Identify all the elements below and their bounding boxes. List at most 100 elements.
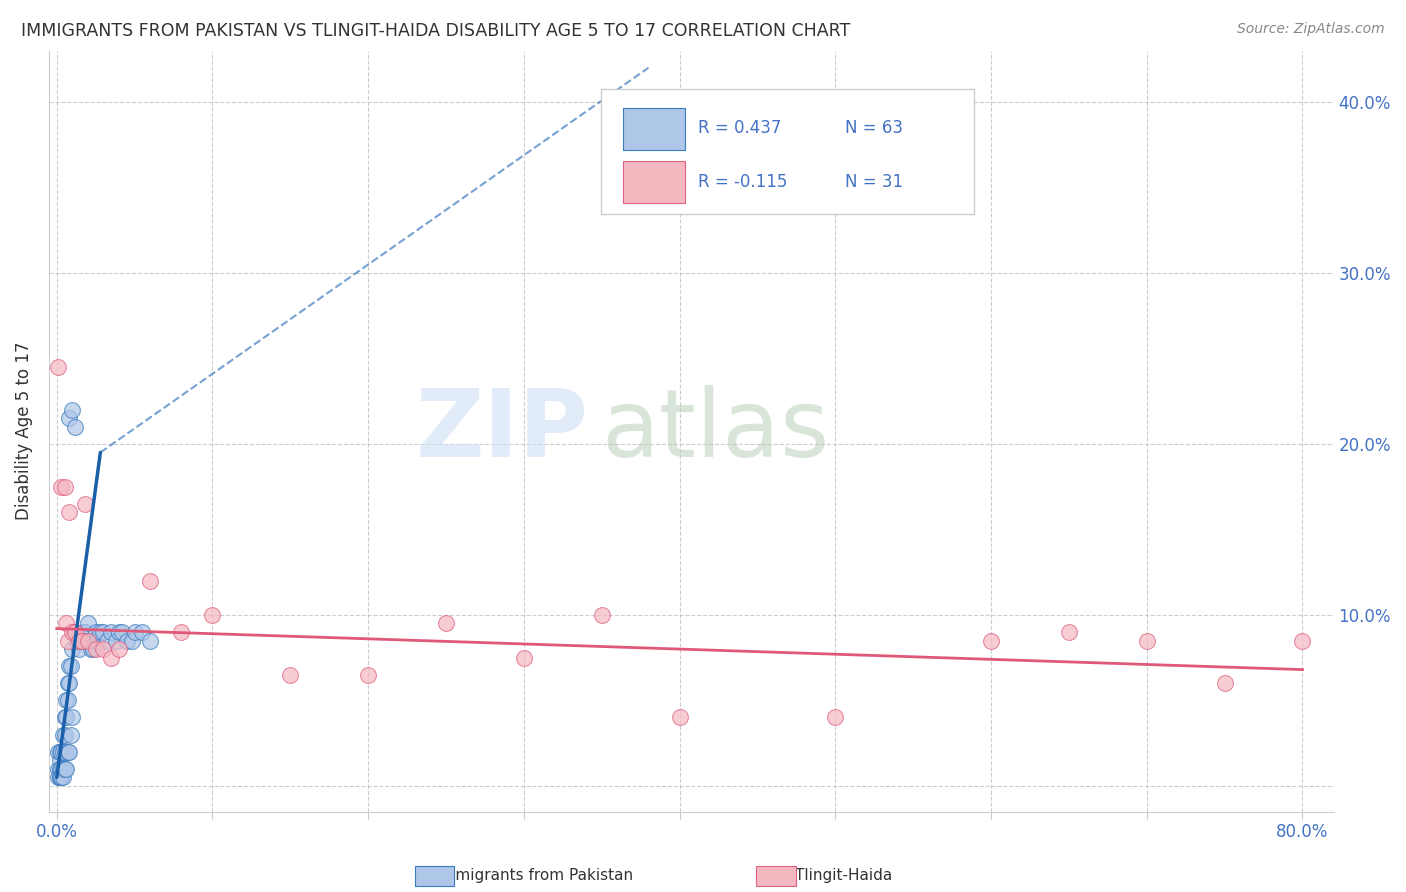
Point	[357, 667, 380, 681]
Point	[49, 770, 72, 784]
Point	[58, 411, 80, 425]
Point	[53, 480, 76, 494]
Point	[100, 625, 122, 640]
Point	[60, 710, 83, 724]
Point	[73, 497, 96, 511]
Point	[55, 616, 77, 631]
Point	[77, 633, 100, 648]
Point	[80, 642, 103, 657]
Point	[824, 710, 846, 724]
Point	[49, 745, 72, 759]
Point	[980, 633, 1002, 648]
Point	[60, 402, 83, 417]
Point	[108, 625, 131, 640]
Text: Source: ZipAtlas.com: Source: ZipAtlas.com	[1237, 22, 1385, 37]
Point	[124, 625, 146, 640]
Point	[1136, 633, 1159, 648]
Text: Immigrants from Pakistan: Immigrants from Pakistan	[436, 869, 633, 883]
Point	[65, 420, 87, 434]
Point	[60, 642, 83, 657]
Point	[49, 762, 72, 776]
Point	[72, 625, 94, 640]
Point	[55, 710, 77, 724]
Point	[93, 642, 115, 657]
Point	[73, 625, 96, 640]
Text: R = 0.437: R = 0.437	[697, 120, 782, 137]
Point	[58, 659, 80, 673]
Point	[66, 633, 89, 648]
Point	[49, 770, 72, 784]
Text: N = 31: N = 31	[845, 172, 904, 191]
Point	[52, 762, 75, 776]
Point	[77, 616, 100, 631]
Point	[115, 633, 138, 648]
Point	[591, 607, 613, 622]
Point	[65, 625, 87, 640]
Text: N = 63: N = 63	[845, 120, 904, 137]
Y-axis label: Disability Age 5 to 17: Disability Age 5 to 17	[15, 342, 32, 520]
Point	[53, 745, 76, 759]
FancyBboxPatch shape	[623, 108, 685, 150]
Point	[104, 633, 127, 648]
Point	[52, 728, 75, 742]
Point	[56, 693, 79, 707]
Point	[1291, 633, 1313, 648]
Point	[69, 633, 91, 648]
Point	[56, 633, 79, 648]
Point	[121, 633, 143, 648]
Point	[100, 650, 122, 665]
Point	[70, 633, 93, 648]
Point	[139, 633, 162, 648]
Point	[51, 770, 73, 784]
Point	[53, 728, 76, 742]
Point	[53, 710, 76, 724]
Point	[86, 633, 108, 648]
Point	[51, 770, 73, 784]
Point	[139, 574, 162, 588]
Point	[65, 625, 87, 640]
Point	[46, 745, 69, 759]
Point	[201, 607, 224, 622]
Text: atlas: atlas	[602, 385, 830, 477]
Point	[84, 625, 107, 640]
Point	[59, 659, 82, 673]
Point	[67, 633, 90, 648]
Point	[111, 625, 134, 640]
Point	[46, 762, 69, 776]
Point	[513, 650, 536, 665]
Point	[89, 625, 111, 640]
Point	[75, 633, 97, 648]
Point	[51, 745, 73, 759]
Point	[60, 625, 83, 640]
Text: ZIP: ZIP	[416, 385, 589, 477]
Point	[51, 480, 73, 494]
Point	[52, 745, 75, 759]
Point	[108, 642, 131, 657]
Point	[58, 676, 80, 690]
Point	[67, 642, 90, 657]
Point	[55, 693, 77, 707]
Point	[84, 642, 107, 657]
Point	[51, 762, 73, 776]
Point	[46, 770, 69, 784]
Text: Tlingit-Haida: Tlingit-Haida	[794, 869, 893, 883]
Point	[52, 770, 75, 784]
Point	[55, 762, 77, 776]
Text: R = -0.115: R = -0.115	[697, 172, 787, 191]
Point	[96, 633, 118, 648]
Point	[49, 753, 72, 767]
Point	[1213, 676, 1236, 690]
Point	[70, 633, 93, 648]
Point	[668, 710, 690, 724]
Point	[82, 642, 104, 657]
Point	[63, 625, 86, 640]
Point	[56, 745, 79, 759]
Point	[53, 762, 76, 776]
Point	[131, 625, 153, 640]
Point	[59, 728, 82, 742]
Point	[58, 505, 80, 519]
Point	[56, 676, 79, 690]
FancyBboxPatch shape	[602, 88, 974, 214]
Point	[278, 667, 301, 681]
Text: IMMIGRANTS FROM PAKISTAN VS TLINGIT-HAIDA DISABILITY AGE 5 TO 17 CORRELATION CHA: IMMIGRANTS FROM PAKISTAN VS TLINGIT-HAID…	[21, 22, 851, 40]
